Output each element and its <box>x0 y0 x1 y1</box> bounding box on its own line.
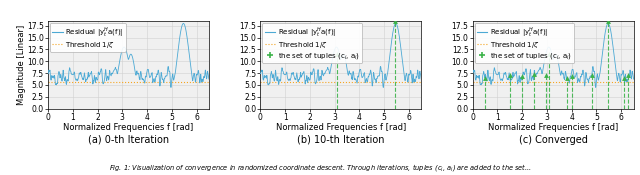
Residual |y$_t^H$a(f)| <box>630 78 637 80</box>
Residual |y$_t^H$a(f)| <box>140 79 148 81</box>
Residual |y$_t^H$a(f)| <box>601 33 609 36</box>
Text: Fig. 1: Visualization of convergence in randomized coordinate descent. Through i: Fig. 1: Visualization of convergence in … <box>109 162 531 173</box>
Residual |y$_t^H$a(f)| <box>120 46 128 48</box>
Residual |y$_t^H$a(f)| <box>417 78 425 80</box>
Residual |y$_t^H$a(f)| <box>564 79 572 81</box>
Residual |y$_t^H$a(f)| <box>392 22 399 25</box>
Threshold 1/$\zeta$ <box>469 80 477 83</box>
Residual |y$_t^H$a(f)| <box>180 22 188 25</box>
X-axis label: Normalized Frequencies f [rad]: Normalized Frequencies f [rad] <box>63 123 193 132</box>
Residual |y$_t^H$a(f)| <box>545 46 553 48</box>
Residual |y$_t^H$a(f)| <box>131 70 139 72</box>
Residual |y$_t^H$a(f)| <box>177 33 184 36</box>
Residual |y$_t^H$a(f)| <box>333 46 340 48</box>
Residual |y$_t^H$a(f)| <box>352 79 360 81</box>
Residual |y$_t^H$a(f)| <box>205 78 212 80</box>
Residual |y$_t^H$a(f)| <box>167 86 175 88</box>
Legend: Residual |y$_t^H$a(f)|, Threshold 1/$\zeta$, the set of tuples (c$_i$, a$_i$): Residual |y$_t^H$a(f)|, Threshold 1/$\ze… <box>262 23 362 63</box>
Threshold 1/$\zeta$ <box>44 80 52 83</box>
Legend: Residual |y$_t^H$a(f)|, Threshold 1/$\zeta$: Residual |y$_t^H$a(f)|, Threshold 1/$\ze… <box>50 23 125 52</box>
Threshold 1/$\zeta$ <box>281 80 289 83</box>
Text: (c) Converged: (c) Converged <box>519 135 588 145</box>
Residual |y$_t^H$a(f)| <box>627 71 634 73</box>
Residual |y$_t^H$a(f)| <box>334 47 342 50</box>
Residual |y$_t^H$a(f)| <box>592 86 600 88</box>
Threshold 1/$\zeta$ <box>257 80 264 83</box>
Threshold 1/$\zeta$ <box>493 80 501 83</box>
Residual |y$_t^H$a(f)| <box>547 47 554 50</box>
Line: Residual |y$_t^H$a(f)|: Residual |y$_t^H$a(f)| <box>473 23 634 87</box>
Legend: Residual |y$_t^H$a(f)|, Threshold 1/$\zeta$, the set of tuples (c$_i$, a$_i$): Residual |y$_t^H$a(f)|, Threshold 1/$\ze… <box>475 23 574 63</box>
Y-axis label: Magnitude [Linear]: Magnitude [Linear] <box>17 25 26 105</box>
Line: Residual |y$_t^H$a(f)|: Residual |y$_t^H$a(f)| <box>260 23 421 87</box>
Residual |y$_t^H$a(f)| <box>202 71 209 73</box>
Residual |y$_t^H$a(f)| <box>344 70 351 72</box>
Line: Residual |y$_t^H$a(f)|: Residual |y$_t^H$a(f)| <box>48 23 209 87</box>
Residual |y$_t^H$a(f)| <box>388 33 396 36</box>
Residual |y$_t^H$a(f)| <box>380 86 387 88</box>
Text: (b) 10-th Iteration: (b) 10-th Iteration <box>297 135 385 145</box>
Residual |y$_t^H$a(f)| <box>604 22 612 25</box>
Threshold 1/$\zeta$ <box>69 80 77 83</box>
Text: (a) 0-th Iteration: (a) 0-th Iteration <box>88 135 169 145</box>
Residual |y$_t^H$a(f)| <box>122 47 129 50</box>
Residual |y$_t^H$a(f)| <box>44 72 52 75</box>
X-axis label: Normalized Frequencies f [rad]: Normalized Frequencies f [rad] <box>488 123 618 132</box>
Residual |y$_t^H$a(f)| <box>469 72 477 75</box>
X-axis label: Normalized Frequencies f [rad]: Normalized Frequencies f [rad] <box>276 123 406 132</box>
Residual |y$_t^H$a(f)| <box>556 70 564 72</box>
Residual |y$_t^H$a(f)| <box>257 72 264 75</box>
Residual |y$_t^H$a(f)| <box>414 71 422 73</box>
